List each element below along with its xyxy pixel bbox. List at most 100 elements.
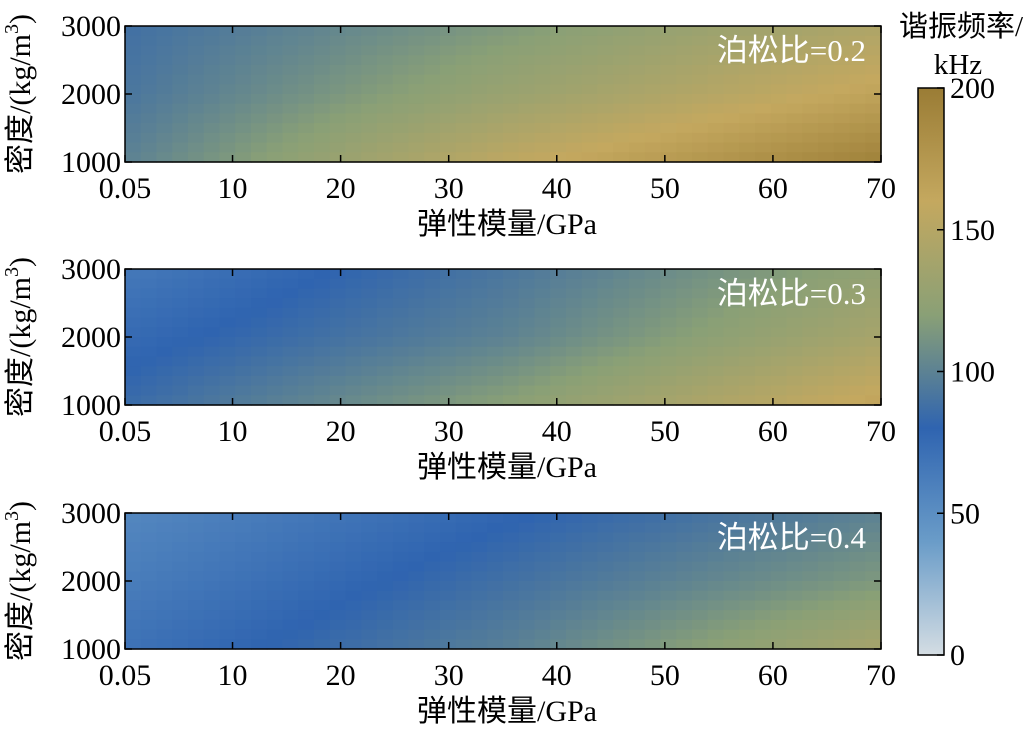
heatmap-cell	[786, 64, 803, 76]
heatmap-cell	[581, 522, 599, 534]
heatmap-cell	[676, 123, 693, 134]
heatmap-cell	[125, 84, 142, 95]
heatmap-cell	[392, 152, 410, 163]
heatmap-cell	[566, 307, 583, 319]
heatmap-cell	[723, 288, 740, 299]
heatmap-cell	[345, 327, 362, 338]
colorbar-tick-label: 150	[950, 214, 995, 247]
heatmap-cell	[660, 542, 677, 553]
heatmap-cell	[172, 337, 189, 348]
heatmap-cell	[581, 74, 599, 85]
heatmap-cell	[723, 629, 740, 640]
heatmap-cell	[534, 532, 551, 543]
heatmap-cell	[629, 385, 646, 396]
heatmap-cell	[251, 307, 268, 319]
heatmap-cell	[550, 542, 567, 553]
heatmap-cell	[676, 551, 693, 563]
heatmap-cell	[581, 513, 599, 524]
heatmap-cell	[471, 619, 488, 631]
heatmap-cell	[424, 581, 441, 592]
heatmap-cell	[818, 269, 835, 280]
heatmap-cell	[566, 123, 583, 134]
heatmap-cell	[692, 629, 709, 640]
heatmap-cell	[503, 113, 520, 124]
heatmap-cell	[597, 113, 614, 124]
heatmap-cell	[455, 327, 473, 338]
heatmap-cell	[125, 64, 142, 76]
heatmap-cell	[471, 542, 488, 553]
heatmap-cell	[818, 610, 835, 621]
heatmap-cell	[676, 84, 693, 95]
heatmap-cell	[188, 522, 205, 534]
heatmap-cell	[203, 26, 221, 37]
heatmap-cell	[786, 522, 803, 534]
heatmap-cell	[392, 84, 410, 95]
y-tick-label: 1000	[61, 633, 121, 666]
heatmap-cell	[298, 629, 315, 640]
heatmap-cell	[629, 610, 646, 621]
heatmap-cell	[471, 113, 488, 124]
heatmap-cell	[786, 288, 803, 299]
heatmap-cell	[660, 395, 677, 406]
x-tick-label: 50	[650, 172, 680, 205]
heatmap-cell	[266, 619, 284, 631]
heatmap-cell	[723, 45, 740, 56]
heatmap-cell	[786, 600, 803, 611]
heatmap-cell	[251, 94, 268, 105]
heatmap-cell	[235, 542, 252, 553]
heatmap-cell	[188, 74, 205, 85]
heatmap-cell	[266, 571, 284, 582]
heatmap-cell	[424, 113, 441, 124]
heatmap-cell	[739, 327, 756, 338]
heatmap-cell	[833, 298, 851, 309]
heatmap-cell	[865, 551, 882, 563]
heatmap-cell	[266, 590, 284, 602]
heatmap-cell	[818, 571, 835, 582]
heatmap-cell	[172, 639, 189, 650]
heatmap-cell	[345, 522, 362, 534]
heatmap-cell	[455, 103, 473, 115]
heatmap-cell	[613, 317, 630, 328]
heatmap-cell	[707, 35, 725, 47]
heatmap-cell	[314, 35, 331, 47]
heatmap-cell	[219, 84, 236, 95]
heatmap-cell	[298, 113, 315, 124]
heatmap-cell	[644, 513, 662, 524]
heatmap-cell	[550, 522, 567, 534]
heatmap-cell	[833, 337, 851, 348]
heatmap-cell	[865, 132, 882, 144]
heatmap-cell	[125, 366, 142, 377]
heatmap-cell	[597, 395, 614, 406]
heatmap-cell	[172, 278, 189, 290]
heatmap-cell	[770, 337, 788, 348]
heatmap-cell	[692, 35, 709, 47]
heatmap-cell	[644, 64, 662, 76]
heatmap-cell	[282, 298, 299, 309]
heatmap-cell	[597, 542, 614, 553]
heatmap-cell	[424, 513, 441, 524]
heatmap-cell	[392, 132, 410, 144]
heatmap-cell	[833, 561, 851, 572]
heatmap-cell	[188, 513, 205, 524]
heatmap-cell	[518, 385, 536, 396]
heatmap-cell	[818, 346, 835, 358]
heatmap-cell	[865, 35, 882, 47]
heatmap-cell	[755, 532, 772, 543]
heatmap-cell	[125, 542, 142, 553]
heatmap-cell	[849, 278, 866, 290]
heatmap-cell	[597, 298, 614, 309]
heatmap-cell	[345, 278, 362, 290]
heatmap-cell	[833, 132, 851, 144]
heatmap-cell	[455, 84, 473, 95]
heatmap-cell	[802, 269, 819, 280]
heatmap-cell	[440, 123, 457, 134]
heatmap-cell	[282, 542, 299, 553]
heatmap-cell	[203, 561, 221, 572]
heatmap-cell	[597, 337, 614, 348]
heatmap-cell	[424, 269, 441, 280]
heatmap-cell	[235, 590, 252, 602]
heatmap-cell	[723, 522, 740, 534]
heatmap-cell	[392, 619, 410, 631]
heatmap-cell	[723, 600, 740, 611]
y-axis-label: 密度/(kg/m3)	[1, 501, 37, 661]
